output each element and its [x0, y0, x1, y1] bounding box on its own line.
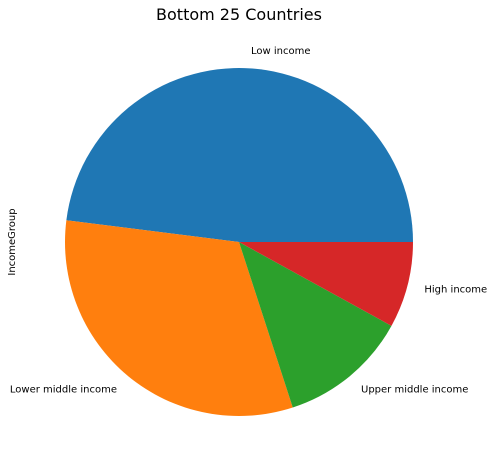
- pie-slice-lower-middle-income: [64, 220, 293, 416]
- y-axis-label: IncomeGroup: [7, 208, 18, 275]
- pie-slice-low-income: [66, 67, 413, 242]
- pie-label-upper-middle-income: Upper middle income: [361, 384, 468, 395]
- pie-label-lower-middle-income: Lower middle income: [10, 384, 117, 395]
- pie-slice-upper-middle-income: [239, 242, 392, 408]
- chart-title: Bottom 25 Countries: [156, 5, 322, 24]
- pie-slice-high-income: [239, 242, 413, 326]
- pie-labels: Low income Lower middle income Upper middl…: [10, 46, 487, 395]
- pie-label-high-income: High income: [424, 285, 487, 296]
- pie-label-low-income: Low income: [251, 46, 311, 57]
- pie-slices: [64, 67, 413, 416]
